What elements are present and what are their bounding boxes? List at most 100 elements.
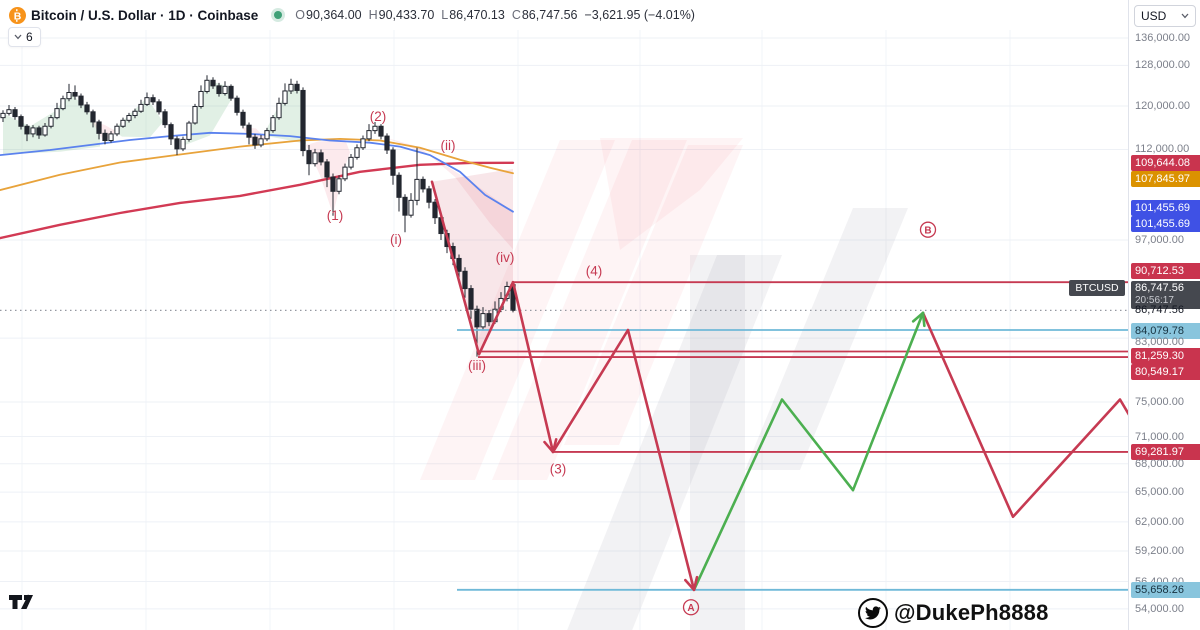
axis-grid-label: 136,000.00 [1135,32,1191,44]
ohlc-letter: O [295,8,306,22]
ohlc-value: 90,364.00 [306,8,362,22]
tradingview-logo[interactable] [8,591,42,613]
arrowhead [543,440,555,454]
ohlc-value: 86,470.13 [449,8,505,22]
axis-grid-label: 75,000.00 [1135,396,1184,408]
wave-label[interactable]: (4) [586,264,603,279]
moving-averages [0,131,515,240]
symbol-title[interactable]: Bitcoin / U.S. Dollar · 1D · Coinbase [31,7,259,23]
candle-body [372,125,378,132]
forecast-red-1[interactable] [511,280,696,592]
chevron-down-icon [1181,13,1189,19]
wave-labels[interactable]: (1) (2) (i) (ii) (iii) (iv) (3) (4) A B [327,109,937,616]
axis-grid-label: 65,000.00 [1135,486,1184,499]
green-cloud-3 [185,80,232,145]
candle-body [246,124,252,138]
candle-body [168,124,174,140]
bitcoin-icon: B [9,6,26,24]
candle-body [414,178,420,201]
wave-label[interactable]: (iii) [468,358,486,373]
axis-grid-label: 83,000.00 [1135,336,1184,349]
candle-body [348,156,354,168]
forecast-red-2[interactable] [921,311,1131,519]
candles [0,75,516,357]
wave-label-circle[interactable] [682,599,700,616]
wave-label-circle[interactable] [919,221,937,238]
candle-body [0,112,6,119]
axis-grid-label: 59,200.00 [1135,545,1184,557]
wave-label[interactable]: (1) [327,208,344,223]
wave-label[interactable]: A [687,603,694,614]
ohlc-letter: C [511,8,521,22]
svg-text:B: B [14,10,22,22]
candle-body [84,104,90,113]
axis-price-badge: 81,259.30 [1131,347,1200,364]
candle-body [336,178,342,192]
axis-grid-label: 62,000.00 [1135,515,1184,528]
market-status-dot-icon[interactable] [274,11,283,19]
candle-body [240,111,246,126]
candle-body [420,178,426,190]
wave-label[interactable]: (i) [390,232,402,247]
price-scale[interactable]: USD 136,000.00 128,000.00 120,000.00 112,00… [1128,0,1200,630]
indicators-collapse-button[interactable]: 6 [8,27,41,47]
currency-selector[interactable]: USD [1134,5,1196,27]
arrowhead [684,578,696,592]
drawings[interactable] [0,180,1131,592]
candle-body [6,109,12,114]
candle-body [282,90,288,104]
candle-body [120,119,126,127]
ohlc-values: O 90,364.00 H 90,433.70 L 86,470.13 C 86,747.56 [295,8,584,22]
forecast-green[interactable] [692,311,925,592]
candle-body [174,138,180,150]
axis-grid-label: 128,000.00 [1135,59,1191,72]
author-credit[interactable]: @DukePh8888 [858,598,1049,628]
candle-body [360,138,366,149]
candle-body [180,138,186,150]
candle-body [384,135,390,151]
candle-body [330,176,336,192]
axis-price-badge: 101,455.69 [1131,199,1200,216]
candle-body [156,101,162,113]
axis-price-badge: 55,658.26 [1131,581,1200,598]
wave-label[interactable]: B [924,225,931,236]
candle-body [108,133,114,142]
candle-body [48,117,54,127]
candle-body [210,79,216,87]
candle-body [300,89,306,152]
candle-body [258,138,264,146]
candle-body [270,117,276,132]
candle-body [12,109,18,118]
candle-body [198,90,204,108]
wave-label[interactable]: (3) [550,462,567,477]
candle-body [252,136,258,146]
candle-body [36,127,42,136]
candle-body [216,85,222,95]
candle-body [486,313,492,323]
wave-label[interactable]: (iv) [496,250,515,265]
ohlc-value: 90,433.70 [378,8,435,22]
candle-body [162,111,168,126]
impulse-line[interactable] [430,180,515,356]
wave-label[interactable]: (ii) [441,138,456,153]
candle-body [354,147,360,158]
symbol-header: B Bitcoin / U.S. Dollar · 1D · Coinbase … [0,0,1128,30]
candle-body [150,97,156,103]
candle-body [24,125,30,135]
grid [0,30,1128,630]
candle-body [138,103,144,112]
candle-body [234,97,240,113]
axis-price-badge: 90,712.53 [1131,263,1200,280]
axis-price-badge: 86,747.56 [1135,304,1184,317]
indicators-count: 6 [26,30,33,44]
candle-body [18,116,24,127]
candle-body [390,149,396,176]
axis-price-badge: 107,845.97 [1131,171,1200,188]
axis-price-badge: 86,747.56 20:56:17 [1131,280,1200,309]
arrowhead [551,438,558,454]
candle-body [456,257,462,272]
candle-body [288,83,294,92]
wave-label[interactable]: (2) [370,109,387,124]
candle-body [426,188,432,203]
